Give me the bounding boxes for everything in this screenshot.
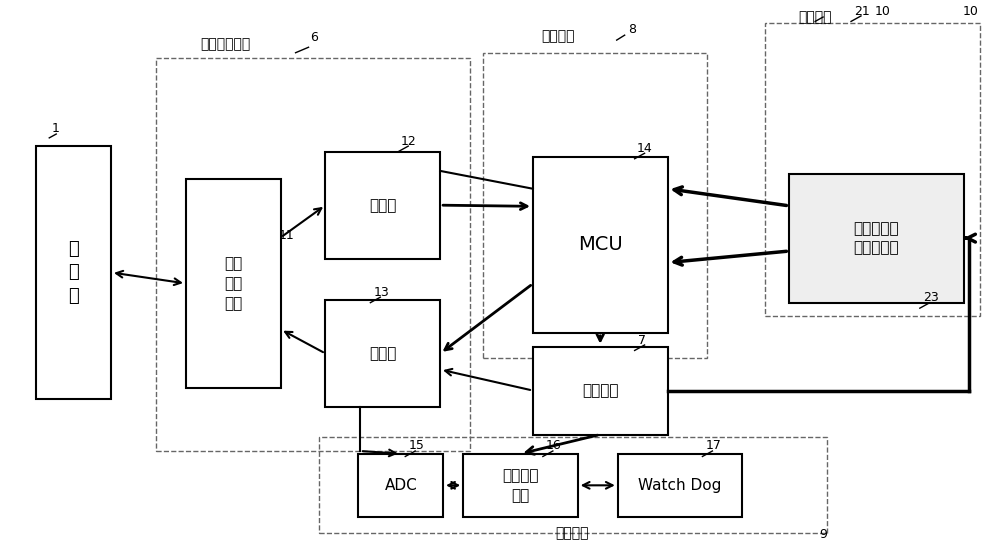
Text: 外设模块: 外设模块 bbox=[798, 11, 832, 24]
Bar bbox=[533, 347, 668, 434]
Text: 21: 21 bbox=[854, 4, 870, 18]
Text: 7: 7 bbox=[638, 334, 646, 347]
Text: 值班电路: 值班电路 bbox=[541, 29, 575, 43]
Bar bbox=[789, 173, 964, 302]
Text: 12: 12 bbox=[400, 135, 416, 148]
Bar bbox=[319, 437, 827, 534]
Text: Watch Dog: Watch Dog bbox=[638, 478, 722, 493]
Text: 17: 17 bbox=[705, 439, 721, 452]
Text: 23: 23 bbox=[923, 291, 939, 304]
Bar bbox=[36, 146, 111, 399]
Bar bbox=[765, 23, 980, 316]
Text: 10: 10 bbox=[963, 4, 979, 18]
Text: 发射机: 发射机 bbox=[369, 346, 397, 361]
Text: 换
能
器: 换 能 器 bbox=[68, 240, 79, 305]
Text: 1: 1 bbox=[51, 122, 59, 135]
Text: 14: 14 bbox=[637, 142, 652, 155]
Text: MCU: MCU bbox=[578, 235, 623, 254]
Text: 收发
合置
开关: 收发 合置 开关 bbox=[224, 256, 242, 311]
Text: ADC: ADC bbox=[384, 478, 417, 493]
Text: 电源管理: 电源管理 bbox=[582, 383, 618, 398]
Text: 13: 13 bbox=[373, 286, 389, 299]
Bar bbox=[358, 454, 443, 517]
Text: 11: 11 bbox=[279, 229, 294, 242]
Bar bbox=[483, 53, 707, 357]
Text: 接收机: 接收机 bbox=[369, 198, 397, 213]
Text: 10: 10 bbox=[875, 4, 891, 18]
Text: 16: 16 bbox=[546, 439, 562, 452]
Bar bbox=[325, 152, 440, 259]
Text: 工作电路: 工作电路 bbox=[555, 526, 589, 541]
Bar bbox=[618, 454, 742, 517]
Bar bbox=[463, 454, 578, 517]
Text: 信号处理
单元: 信号处理 单元 bbox=[502, 468, 539, 502]
Text: 8: 8 bbox=[628, 23, 636, 36]
Text: 6: 6 bbox=[311, 32, 318, 44]
Bar bbox=[533, 157, 668, 333]
Text: 接收发射模块: 接收发射模块 bbox=[201, 38, 251, 52]
Text: 15: 15 bbox=[408, 439, 424, 452]
Bar bbox=[186, 179, 281, 388]
Text: 9: 9 bbox=[819, 527, 827, 541]
Bar bbox=[156, 58, 470, 451]
Bar bbox=[325, 300, 440, 407]
Text: 压力传感器
姿态传感器: 压力传感器 姿态传感器 bbox=[854, 220, 899, 255]
